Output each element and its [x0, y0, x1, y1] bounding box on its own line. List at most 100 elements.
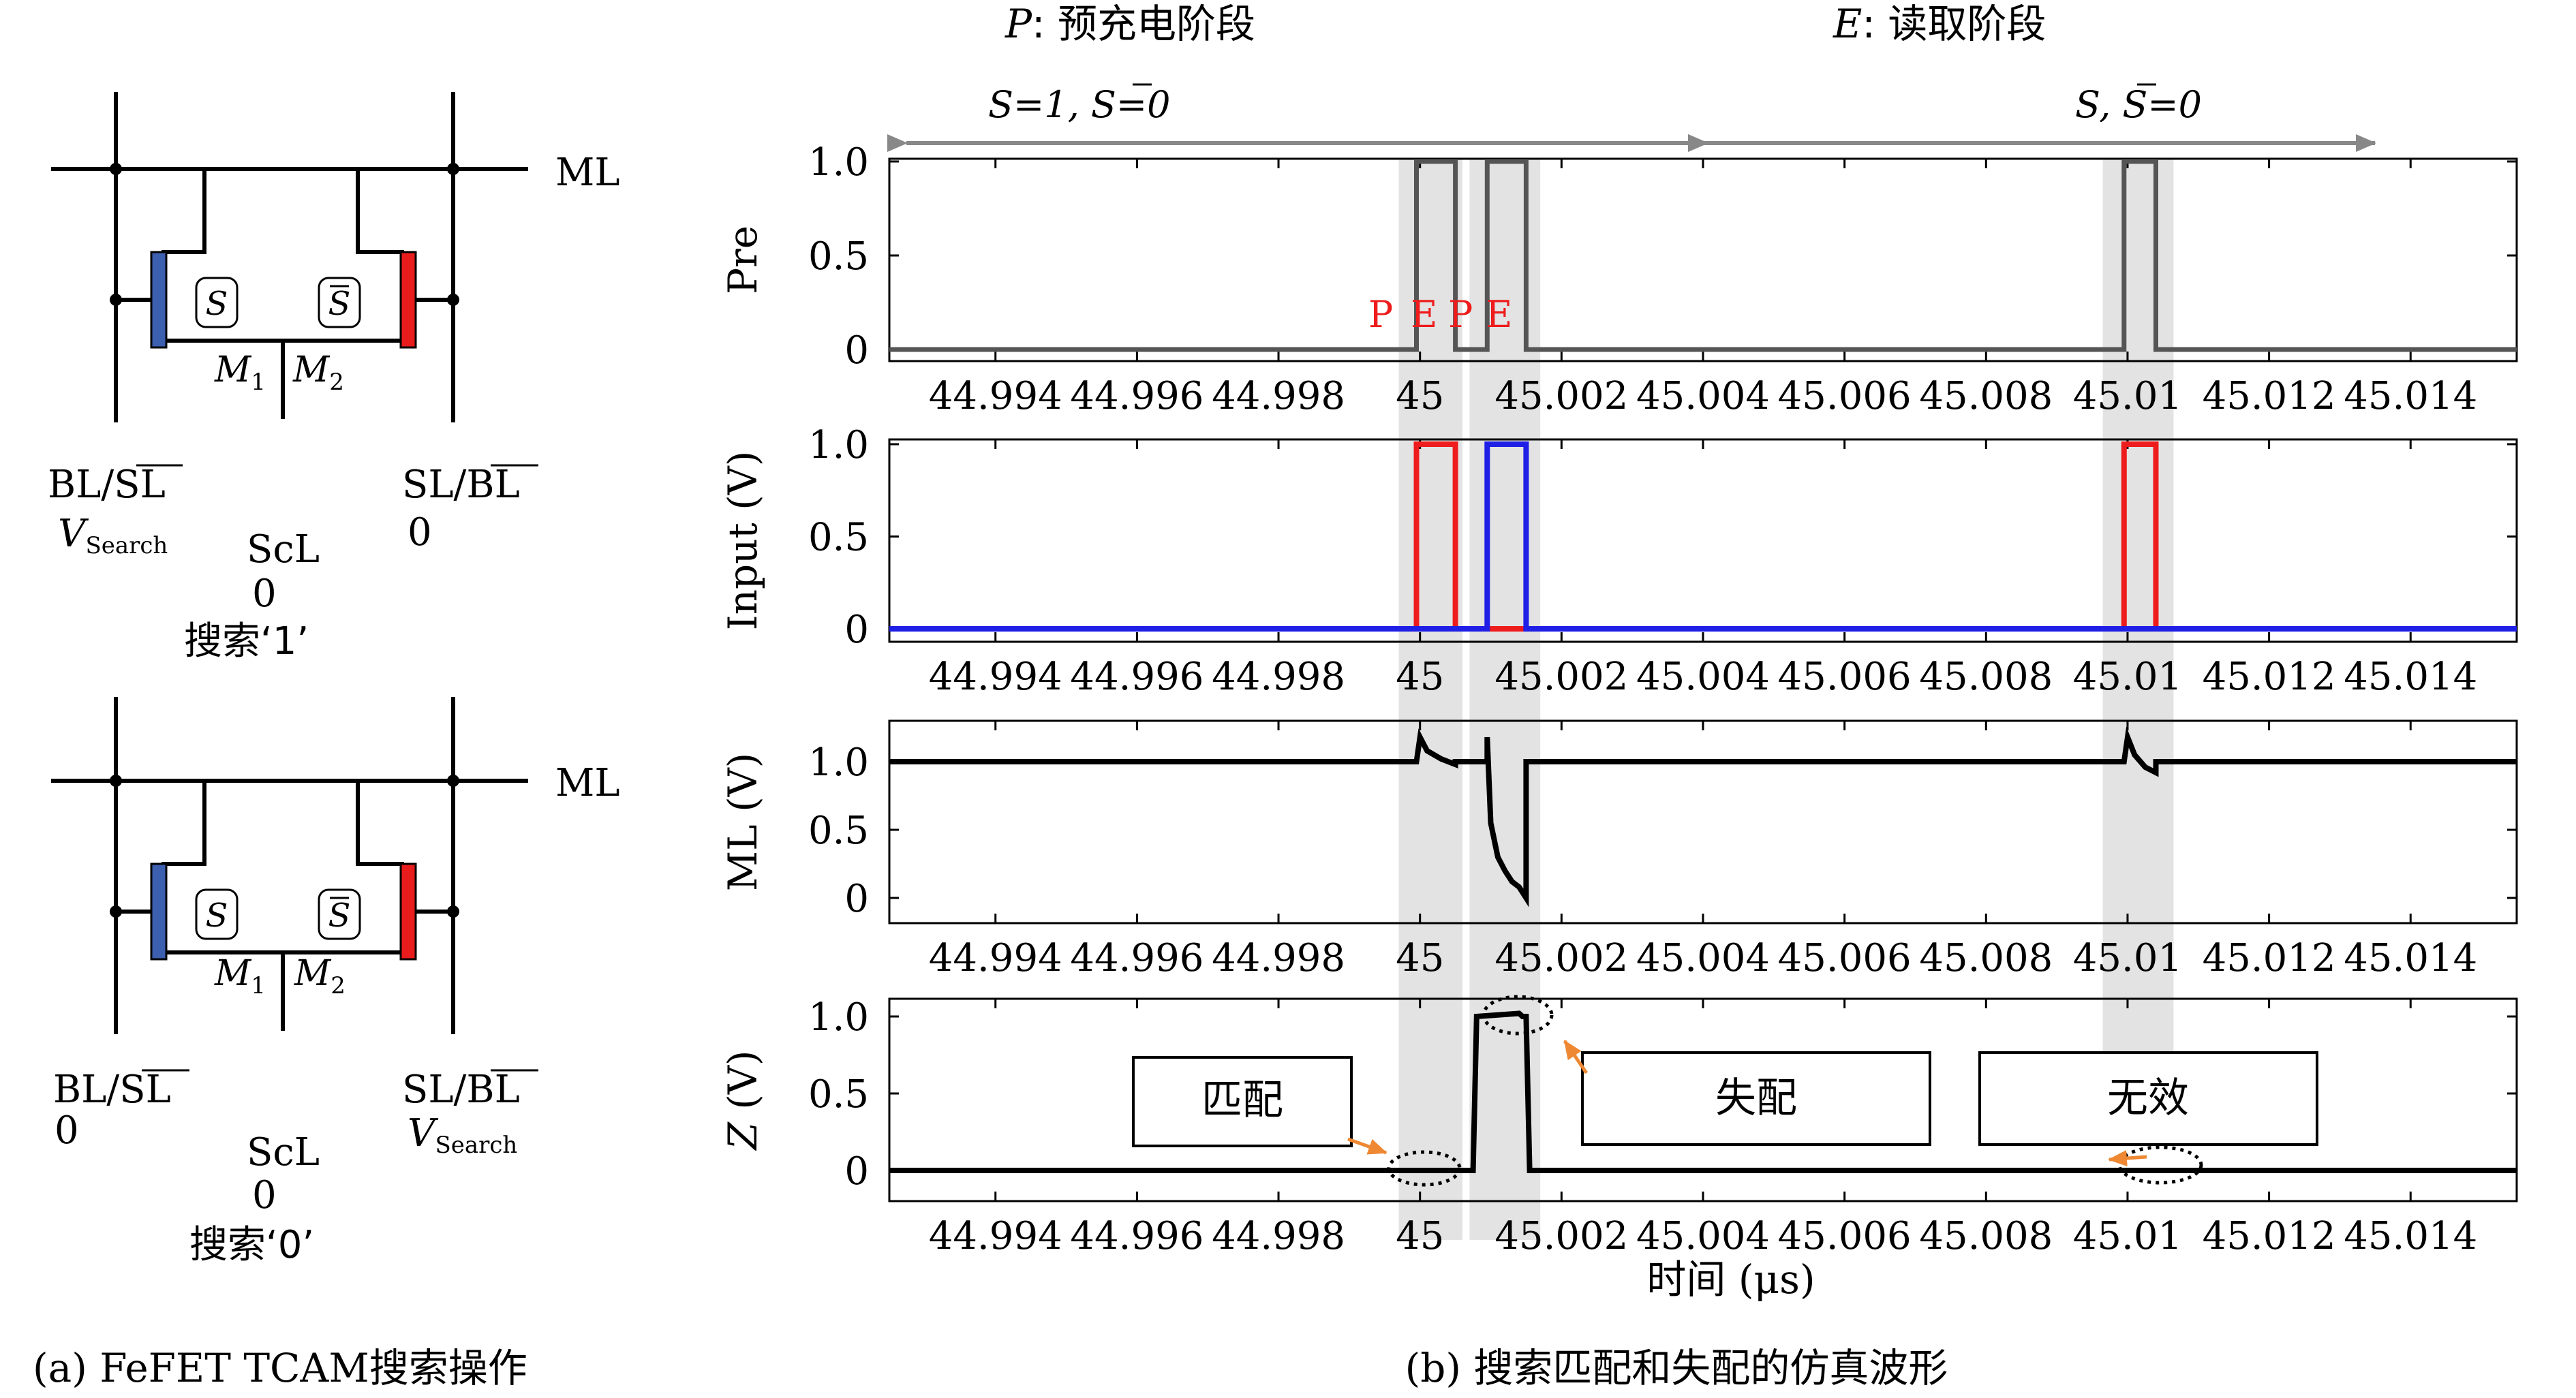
phase-shade-band [1398, 159, 1462, 1240]
x-tick-label: 45.012 [2203, 374, 2336, 418]
x-tick-label: 45.006 [1778, 936, 1912, 980]
x-tick-label: 44.996 [1070, 655, 1203, 699]
scl-value: 0 [252, 1173, 277, 1217]
bl-label: BL/SL [53, 1068, 171, 1112]
scl-label: ScL [247, 1130, 320, 1175]
x-tick-label: 45.002 [1494, 1214, 1628, 1258]
junction-dot [110, 163, 122, 175]
mismatch-annotation: 失配 [1715, 1074, 1797, 1122]
waveform-plot-2: 00.51.044.994 44.996 44.998 45 45.002 45.004 4… [720, 719, 2518, 980]
state-sbar-label: S [328, 897, 351, 935]
x-tick-label: 45.008 [1919, 1214, 2053, 1258]
x-tick-label: 45.004 [1636, 936, 1770, 980]
x-tick-label: 45.002 [1494, 655, 1628, 699]
waveform-plot-0: 00.51.044.994 44.996 44.998 45 45.002 45.004 4… [720, 140, 2518, 418]
m2-label: M2 [294, 953, 346, 999]
panel-a-caption: (a) FeFET TCAM搜索操作 [33, 1345, 527, 1391]
invalid-annotation-box [1978, 1051, 2318, 1146]
mismatch-annotation-box [1581, 1051, 1931, 1146]
x-tick-label: 44.996 [1070, 936, 1203, 980]
state-s-label: S [206, 897, 228, 935]
fefet-m1-gate [150, 251, 168, 349]
x-tick-label: 45.014 [2344, 936, 2477, 980]
cell-caption: 搜索‘1’ [184, 619, 309, 664]
fefet-m2-gate [399, 251, 417, 349]
panel-b-caption: (b) 搜索匹配和失配的仿真波形 [1405, 1345, 1948, 1391]
state-s-label: S [206, 285, 228, 323]
match-annotation-box [1132, 1056, 1353, 1147]
x-tick-label: 45.012 [2203, 1214, 2336, 1258]
x-tick-label: 44.994 [929, 1214, 1062, 1258]
x-tick-label: 44.996 [1070, 1214, 1203, 1258]
y-axis-label: ML (V) [720, 753, 766, 891]
x-tick-label: 45.01 [2073, 655, 2182, 699]
waveform-series-0 [889, 159, 2517, 352]
ml-label: ML [555, 761, 620, 805]
y-tick-label: 0.5 [808, 1072, 869, 1117]
x-tick-label: 44.996 [1070, 374, 1203, 418]
x-tick-label: 45.004 [1636, 655, 1770, 699]
invalid-arrow [2108, 1150, 2147, 1167]
plot-frame [888, 157, 2518, 362]
cell-caption: 搜索‘0’ [189, 1223, 314, 1267]
x-tick-label: 45.004 [1636, 1214, 1770, 1258]
y-tick-label: 0.5 [808, 234, 869, 279]
y-tick-label: 0 [844, 877, 869, 921]
state-sbar-label: S [328, 285, 351, 323]
plot-frame [888, 438, 2518, 643]
scl-value: 0 [252, 572, 277, 616]
x-tick-label: 45.008 [1919, 936, 2053, 980]
x-tick-label: 45.01 [2073, 374, 2182, 418]
v-search-label: VSearch [58, 512, 168, 559]
x-tick-label: 45.008 [1919, 655, 2053, 699]
invalid-highlight-ellipse [2117, 1145, 2203, 1185]
x-tick-label: 44.994 [929, 936, 1062, 980]
m2-channel [356, 169, 404, 343]
y-tick-label: 0 [844, 608, 869, 652]
x-tick-label: 44.994 [929, 655, 1062, 699]
m1-label: M1 [214, 350, 266, 396]
y-tick-label: 0 [844, 328, 869, 373]
tcam-cell-search-1: S S M1 M2 ML BL/SL VSearch SL/BL 0 ScL 0… [48, 92, 620, 664]
waveform-series-2 [889, 441, 2517, 632]
pe-label: P [1448, 293, 1473, 336]
plots: 00.51.044.994 44.996 44.998 45 45.002 45.004 4… [720, 140, 2518, 1258]
x-tick-label: 45.012 [2203, 936, 2336, 980]
x-tick-label: 44.998 [1212, 655, 1345, 699]
x-tick-label: 45.008 [1919, 374, 2053, 418]
waveform-plot-1: 00.51.044.994 44.996 44.998 45 45.002 45.004 4… [720, 423, 2518, 699]
sl-value: 0 [408, 510, 432, 555]
precharge-state-label: S=1, S=0 [988, 83, 1171, 126]
x-tick-label: 45 [1396, 936, 1444, 980]
y-tick-label: 0.5 [808, 516, 869, 560]
x-tick-label: 45.006 [1778, 655, 1912, 699]
bl-value: 0 [55, 1108, 79, 1153]
y-axis-label: Pre [720, 226, 766, 294]
x-tick-label: 45.014 [2344, 655, 2477, 699]
x-tick-label: 45.014 [2344, 1214, 2477, 1258]
m2-label: M2 [292, 350, 344, 396]
y-tick-label: 0 [844, 1149, 869, 1194]
pe-label: P [1368, 293, 1393, 336]
x-tick-label: 45.006 [1778, 1214, 1912, 1258]
x-tick-label: 44.998 [1212, 936, 1345, 980]
sl-label: SL/BL [402, 463, 520, 507]
sl-label: SL/BL [402, 1068, 520, 1112]
x-tick-label: 45 [1396, 1214, 1444, 1258]
x-tick-label: 44.998 [1212, 1214, 1345, 1258]
match-annotation: 匹配 [1201, 1076, 1283, 1124]
y-tick-label: 1.0 [808, 741, 869, 785]
junction-dot [110, 775, 122, 787]
x-tick-label: 45 [1396, 655, 1444, 699]
plot-frame [888, 719, 2518, 925]
x-tick-label: 45.004 [1636, 374, 1770, 418]
v-search-label: VSearch [408, 1111, 517, 1159]
x-axis-label: 时间 (μs) [1646, 1256, 1815, 1303]
x-tick-label: 45.006 [1778, 374, 1912, 418]
x-tick-label: 45.002 [1494, 936, 1628, 980]
y-tick-label: 1.0 [808, 995, 869, 1040]
m1-label: M1 [214, 953, 266, 999]
y-axis-label: Z (V) [720, 1051, 766, 1151]
